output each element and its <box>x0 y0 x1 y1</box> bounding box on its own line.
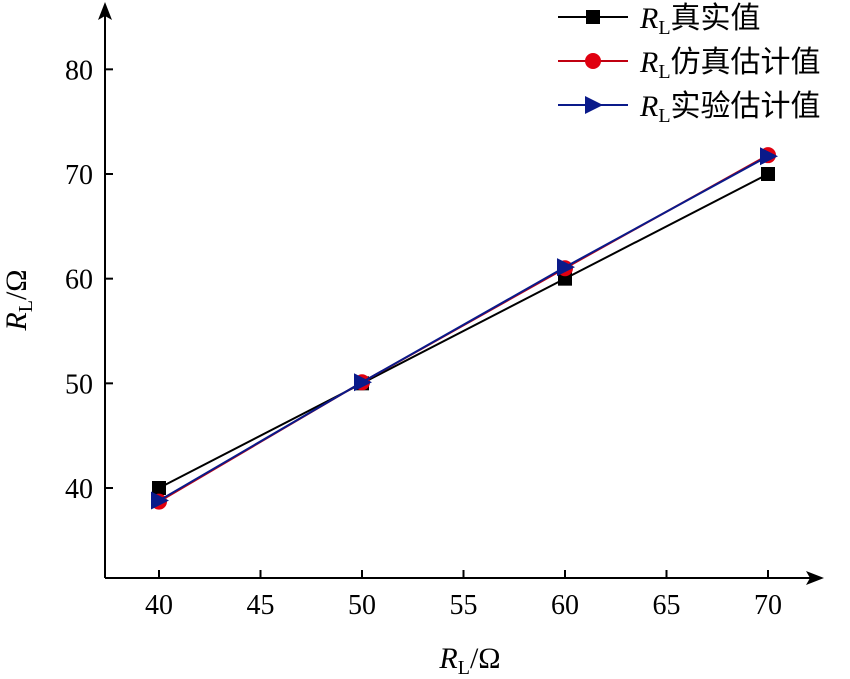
data-point-triangle <box>760 147 778 166</box>
data-point-triangle <box>585 96 603 114</box>
legend: RL真实值 RL仿真估计值 RL实验估计值 <box>558 2 821 127</box>
legend-label: RL仿真估计值 <box>639 46 821 83</box>
series-line <box>158 173 769 489</box>
x-tick-label: 70 <box>754 590 782 621</box>
axes: 40 45 50 55 60 65 70 40 50 60 70 80 <box>65 2 824 621</box>
legend-label: RL真实值 <box>639 2 761 39</box>
series-line <box>158 155 769 502</box>
y-tick-label: 60 <box>65 265 93 296</box>
data-point-square <box>761 167 775 181</box>
x-axis-label: RL/Ω <box>438 642 500 679</box>
data-point-triangle <box>354 373 372 392</box>
series-group <box>151 147 778 510</box>
y-axis-arrow <box>98 2 112 20</box>
y-tick-label: 50 <box>65 369 93 400</box>
series-2 <box>151 147 776 510</box>
legend-label: RL实验估计值 <box>639 90 821 127</box>
x-tick-label: 60 <box>551 590 579 621</box>
x-tick-label: 40 <box>145 590 173 621</box>
x-tick-label: 55 <box>450 590 478 621</box>
y-tick-label: 70 <box>65 160 93 191</box>
x-tick-label: 45 <box>247 590 275 621</box>
series-1 <box>152 167 775 495</box>
x-axis-arrow <box>806 571 824 585</box>
data-point-triangle <box>557 258 575 277</box>
y-tick-label: 40 <box>65 474 93 505</box>
y-tick-label: 80 <box>65 55 93 86</box>
x-tick-label: 65 <box>653 590 681 621</box>
data-point-circle <box>585 53 601 69</box>
data-point-square <box>586 10 600 24</box>
data-point-square <box>152 481 166 495</box>
series-3 <box>151 147 778 510</box>
x-tick-label: 50 <box>348 590 376 621</box>
legend-item-2: RL仿真估计值 <box>558 46 821 83</box>
data-point-triangle <box>151 491 169 510</box>
y-axis-label: RL/Ω <box>0 269 37 331</box>
legend-item-3: RL实验估计值 <box>558 90 821 127</box>
legend-item-1: RL真实值 <box>558 2 761 39</box>
